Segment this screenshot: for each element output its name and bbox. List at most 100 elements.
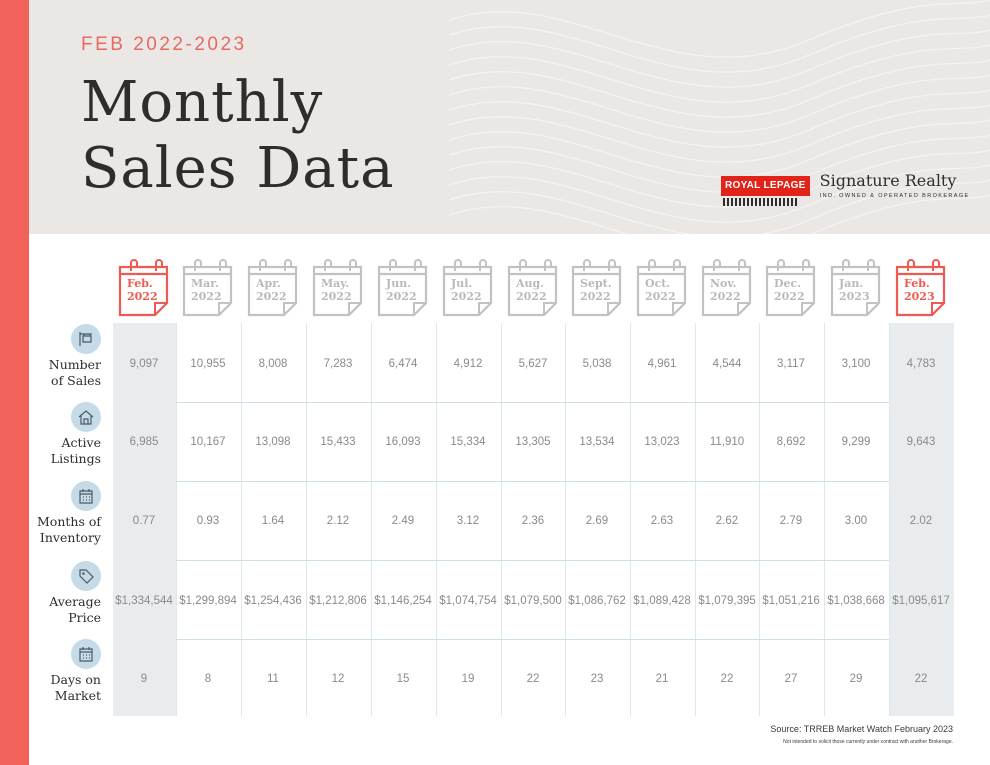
title-line-2: Sales Data xyxy=(81,136,395,201)
calendar-icon xyxy=(895,259,946,317)
table-cell: 21 xyxy=(655,673,669,685)
month-year: 2023 xyxy=(904,290,935,303)
table-cell: $1,038,668 xyxy=(827,595,885,607)
table-cell: 5,627 xyxy=(518,358,548,370)
table-cell: $1,299,894 xyxy=(179,595,237,607)
table-cell: $1,095,617 xyxy=(892,595,950,607)
column-divider xyxy=(436,323,437,716)
row-label-line-2: Listings xyxy=(50,451,101,466)
month-label: Jan. 2023 xyxy=(839,277,875,303)
row-divider xyxy=(175,402,889,403)
month-label: Nov. 2022 xyxy=(710,277,746,303)
month-label: Jul. 2022 xyxy=(451,277,487,303)
month-header-calendar: Apr. 2022 xyxy=(247,259,298,317)
column-divider xyxy=(695,323,696,716)
table-cell: 15,433 xyxy=(320,436,356,448)
calendar-icon xyxy=(765,259,816,317)
table-cell: 2.49 xyxy=(391,515,415,527)
table-cell: 9,299 xyxy=(841,436,871,448)
table-cell: 15,334 xyxy=(450,436,486,448)
date-range-kicker: FEB 2022-2023 xyxy=(81,34,247,55)
table-cell: 5,038 xyxy=(582,358,612,370)
row-label-line-2: of Sales xyxy=(51,373,101,388)
highlight-column xyxy=(889,323,954,716)
table-cell: $1,086,762 xyxy=(568,595,626,607)
brokerage-logo: ROYAL LEPAGE Signature Realty IND. OWNED… xyxy=(721,172,970,206)
month-year: 2022 xyxy=(710,290,741,303)
row-icon-badge xyxy=(71,402,101,432)
table-cell: 9,097 xyxy=(129,358,159,370)
table-cell: 0.93 xyxy=(196,515,220,527)
calendar-icon xyxy=(830,259,881,317)
table-cell: 22 xyxy=(526,673,540,685)
column-divider xyxy=(176,323,177,716)
column-divider xyxy=(306,323,307,716)
month-header-calendar: Feb. 2023 xyxy=(895,259,946,317)
logo-mark: ROYAL LEPAGE xyxy=(721,175,810,206)
row-label-line-1: Days on xyxy=(50,672,101,687)
month-year: 2022 xyxy=(127,290,158,303)
table-cell: 3.12 xyxy=(456,515,480,527)
column-divider xyxy=(759,323,760,716)
table-cell: 27 xyxy=(784,673,798,685)
month-header-calendar: Nov. 2022 xyxy=(701,259,752,317)
logo-stripe xyxy=(723,197,797,206)
month-header-calendar: Feb. 2022 xyxy=(118,259,169,317)
header-banner: FEB 2022-2023 Monthly Sales Data ROYAL L… xyxy=(29,0,990,234)
month-name: Nov. xyxy=(710,277,737,290)
month-name: May. xyxy=(321,277,350,290)
logo-brand: ROYAL LEPAGE xyxy=(721,175,810,196)
month-name: Dec. xyxy=(774,277,802,290)
month-year: 2022 xyxy=(256,290,287,303)
month-year: 2022 xyxy=(386,290,417,303)
calendar-icon xyxy=(701,259,752,317)
month-header-calendar: Jun. 2022 xyxy=(377,259,428,317)
table-cell: 19 xyxy=(461,673,475,685)
table-cell: 2.63 xyxy=(650,515,674,527)
table-cell: 4,912 xyxy=(453,358,483,370)
table-cell: 0.77 xyxy=(132,515,156,527)
calendar-icon xyxy=(571,259,622,317)
month-year: 2022 xyxy=(580,290,611,303)
table-cell: $1,212,806 xyxy=(309,595,367,607)
month-header-calendar: Jan. 2023 xyxy=(830,259,881,317)
table-cell: $1,079,500 xyxy=(504,595,562,607)
column-divider xyxy=(630,323,631,716)
month-label: Feb. 2022 xyxy=(127,277,163,303)
table-cell: 16,093 xyxy=(385,436,421,448)
price-tag-icon xyxy=(79,569,94,584)
table-cell: 15 xyxy=(396,673,410,685)
accent-sidebar xyxy=(0,0,29,765)
month-header-calendar: Sept. 2022 xyxy=(571,259,622,317)
table-cell: 2.12 xyxy=(326,515,350,527)
month-label: Oct. 2022 xyxy=(645,277,681,303)
page-title: Monthly Sales Data xyxy=(81,70,395,202)
row-divider xyxy=(175,560,889,561)
calendar-icon xyxy=(79,489,93,504)
calendar-icon xyxy=(377,259,428,317)
row-label: Average Price xyxy=(1,594,101,626)
month-name: Mar. xyxy=(191,277,219,290)
month-year: 2022 xyxy=(774,290,805,303)
month-name: Jan. xyxy=(839,277,864,290)
sign-icon xyxy=(79,332,92,346)
calendar-icon xyxy=(182,259,233,317)
table-cell: $1,079,395 xyxy=(698,595,756,607)
month-header-calendar: Dec. 2022 xyxy=(765,259,816,317)
row-label-line-2: Inventory xyxy=(39,530,101,545)
month-name: Feb. xyxy=(904,277,930,290)
month-year: 2022 xyxy=(321,290,352,303)
table-cell: 6,474 xyxy=(388,358,418,370)
month-year: 2022 xyxy=(645,290,676,303)
month-name: Apr. xyxy=(256,277,281,290)
table-cell: 22 xyxy=(914,673,928,685)
month-label: Apr. 2022 xyxy=(256,277,292,303)
table-cell: 10,955 xyxy=(190,358,226,370)
month-header-calendar: Oct. 2022 xyxy=(636,259,687,317)
table-cell: 3.00 xyxy=(844,515,868,527)
table-cell: 2.79 xyxy=(779,515,803,527)
month-label: Sept. 2022 xyxy=(580,277,616,303)
column-divider xyxy=(371,323,372,716)
row-label-line-2: Market xyxy=(54,688,101,703)
table-cell: 2.02 xyxy=(909,515,933,527)
